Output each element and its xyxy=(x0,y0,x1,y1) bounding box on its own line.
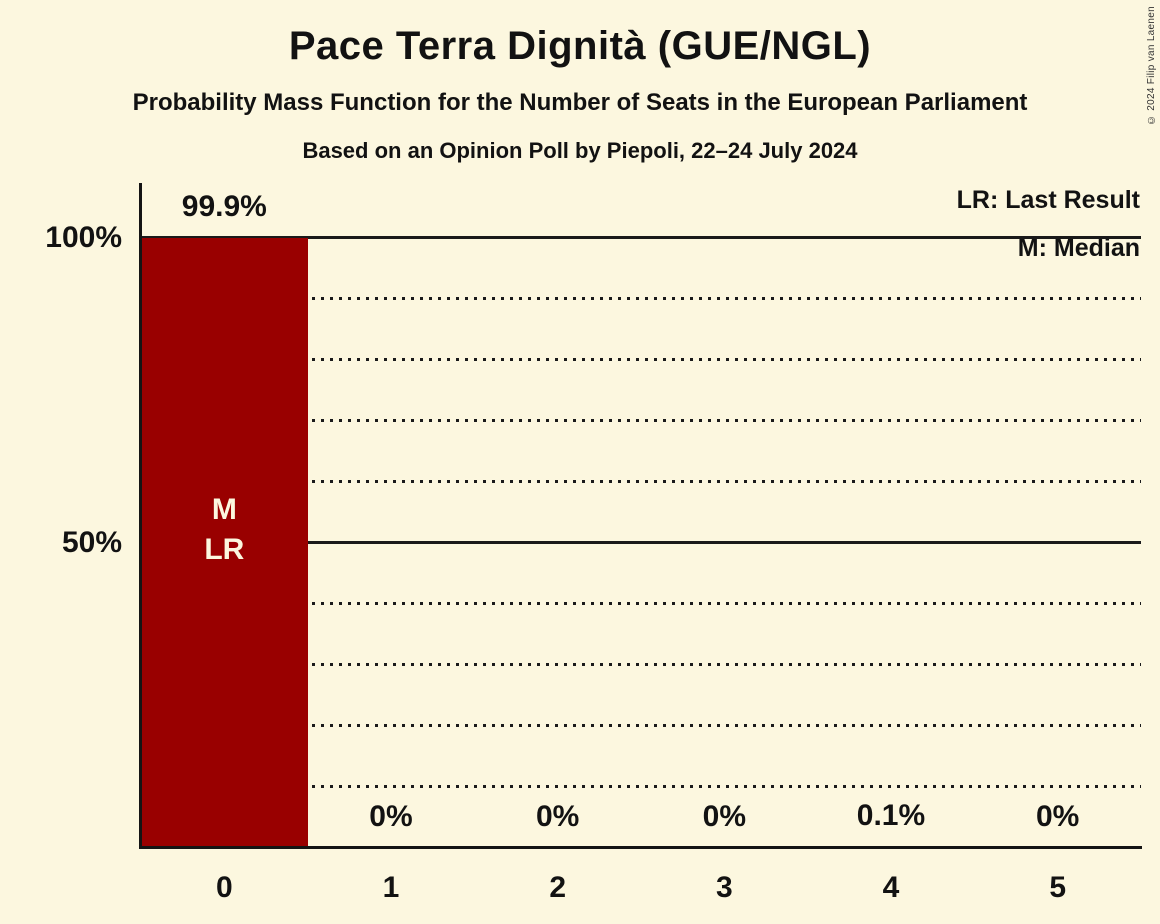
gridline-90pct xyxy=(141,296,1141,300)
chart-title: Pace Terra Dignità (GUE/NGL) xyxy=(288,24,872,68)
plot-area: 99.9% 0% 0% 0% 0.1% 0% M LR xyxy=(141,190,1141,848)
value-label-seats-5: 0% xyxy=(1035,800,1080,833)
annotation-line-lr: LR xyxy=(204,533,245,566)
legend-last-result: LR: Last Result xyxy=(956,186,1140,214)
gridline-30pct xyxy=(141,663,1141,667)
value-label-seats-3: 0% xyxy=(702,800,746,833)
y-axis-line xyxy=(139,183,142,849)
chart-subtitle: Probability Mass Function for the Number… xyxy=(132,89,1028,116)
value-label-seats-1: 0% xyxy=(369,800,413,833)
x-tick-label-3: 3 xyxy=(715,871,733,904)
copyright-notice: © 2024 Filip van Laenen xyxy=(1146,6,1157,126)
x-tick-label-2: 2 xyxy=(549,871,566,904)
gridline-40pct xyxy=(141,602,1141,606)
x-tick-label-0: 0 xyxy=(215,871,233,904)
x-tick-label-5: 5 xyxy=(1049,871,1066,904)
reference-line-50pct xyxy=(141,541,1141,544)
y-tick-label-50: 50% xyxy=(61,526,122,559)
annotation-line-m: M xyxy=(211,493,237,526)
chart-caption: Based on an Opinion Poll by Piepoli, 22–… xyxy=(302,138,858,163)
gridline-10pct xyxy=(141,785,1141,789)
x-tick-label-1: 1 xyxy=(382,871,400,904)
x-tick-label-4: 4 xyxy=(882,871,900,904)
chart-legend: LR: Last Result M: Median xyxy=(957,184,1140,264)
gridline-80pct xyxy=(141,357,1141,361)
bar-seats-0 xyxy=(141,237,308,848)
legend-median: M: Median xyxy=(1017,234,1140,262)
value-label-seats-0: 99.9% xyxy=(181,189,267,223)
value-label-seats-4: 0.1% xyxy=(856,799,926,833)
gridline-60pct xyxy=(141,479,1141,483)
gridline-20pct xyxy=(141,724,1141,728)
bar-annotation-median-lastresult: M LR xyxy=(141,490,308,570)
reference-line-100pct xyxy=(141,235,1141,239)
gridline-70pct xyxy=(141,418,1141,422)
x-axis-line xyxy=(139,846,1142,849)
value-label-seats-2: 0% xyxy=(535,800,580,833)
y-tick-label-100: 100% xyxy=(45,221,122,254)
